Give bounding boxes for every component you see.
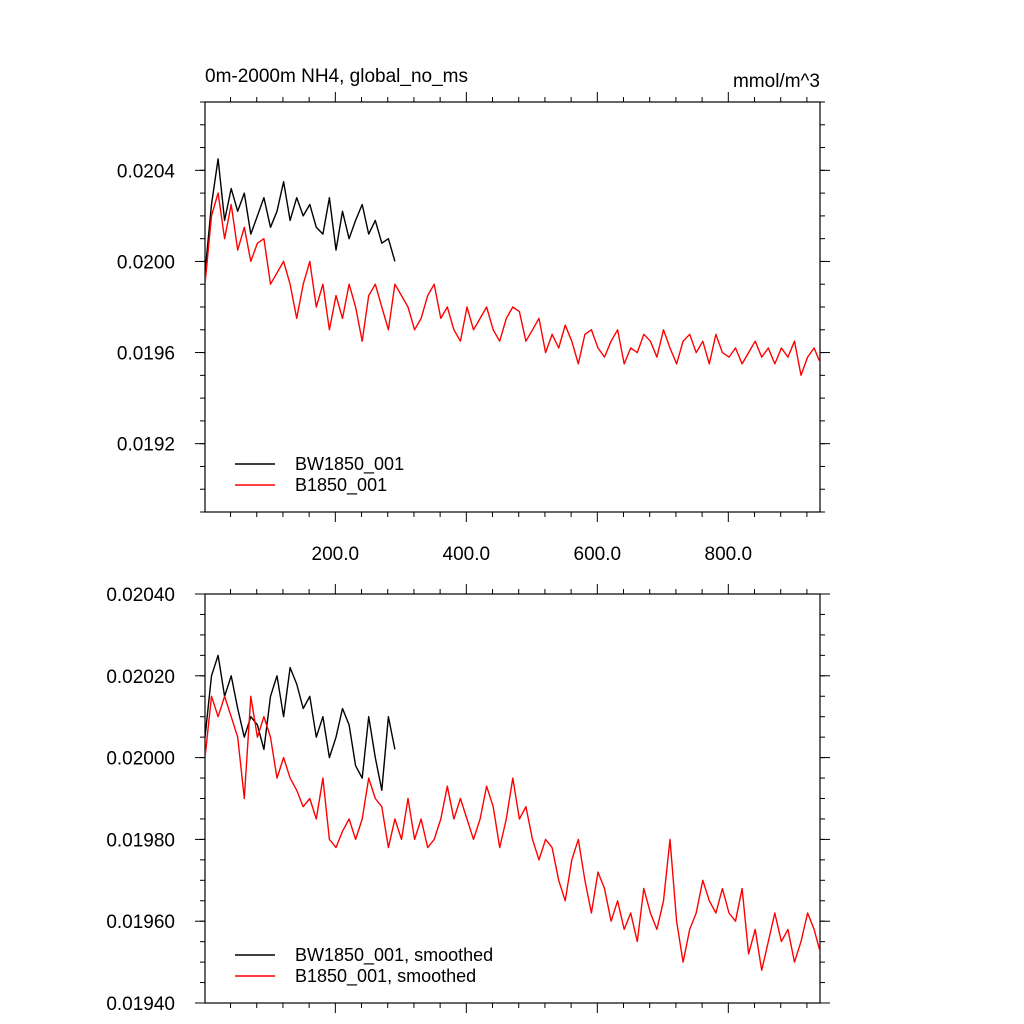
series-line-bw1850-001-smoothed (205, 654, 396, 791)
x-tick-label: 200.0 (312, 544, 360, 565)
series-line-b1850-001 (205, 192, 820, 376)
y-tick-label: 0.02000 (106, 749, 175, 770)
y-tick-label: 0.01980 (106, 830, 175, 851)
top-title-right: mmol/m^3 (733, 71, 820, 92)
y-tick-label: 0.0196 (117, 344, 175, 365)
top-title-left: 0m-2000m NH4, global_no_ms (205, 66, 468, 87)
legend-label: BW1850_001 (295, 454, 404, 475)
x-tick-label: 600.0 (574, 544, 622, 565)
y-tick-label: 0.0192 (117, 435, 175, 456)
top-axes: 200.0 400.0 600.0 800.0 0.0192 0.0196 0.0200 0.… (117, 92, 830, 565)
bottom-axes: 0.01940 0.01960 0.01980 0.02000 0.02020 0.020… (106, 584, 830, 1015)
y-tick-label: 0.0204 (117, 161, 176, 182)
bottom-panel: 0.01940 0.01960 0.01980 0.02000 0.02020 0.020… (106, 584, 830, 1015)
plot-frame (204, 593, 821, 1004)
series-line-b1850-001-smoothed (205, 695, 820, 971)
x-tick-label: 800.0 (705, 544, 753, 565)
y-tick-label: 0.0200 (117, 252, 175, 273)
y-tick-label: 0.01940 (106, 994, 175, 1015)
bottom-series (205, 654, 820, 971)
top-series (205, 158, 820, 376)
y-tick-label: 0.01960 (106, 912, 175, 933)
y-tick-label: 0.02020 (106, 667, 175, 688)
top-panel: 0m-2000m NH4, global_no_ms mmol/m^3 200.… (117, 66, 830, 565)
x-tick-label: 400.0 (443, 544, 491, 565)
y-tick-label: 0.02040 (106, 585, 175, 606)
series-line-bw1850-001 (205, 158, 396, 273)
legend-label: BW1850_001, smoothed (295, 945, 493, 966)
legend-label: B1850_001, smoothed (295, 966, 476, 987)
legend-label: B1850_001 (295, 475, 387, 496)
